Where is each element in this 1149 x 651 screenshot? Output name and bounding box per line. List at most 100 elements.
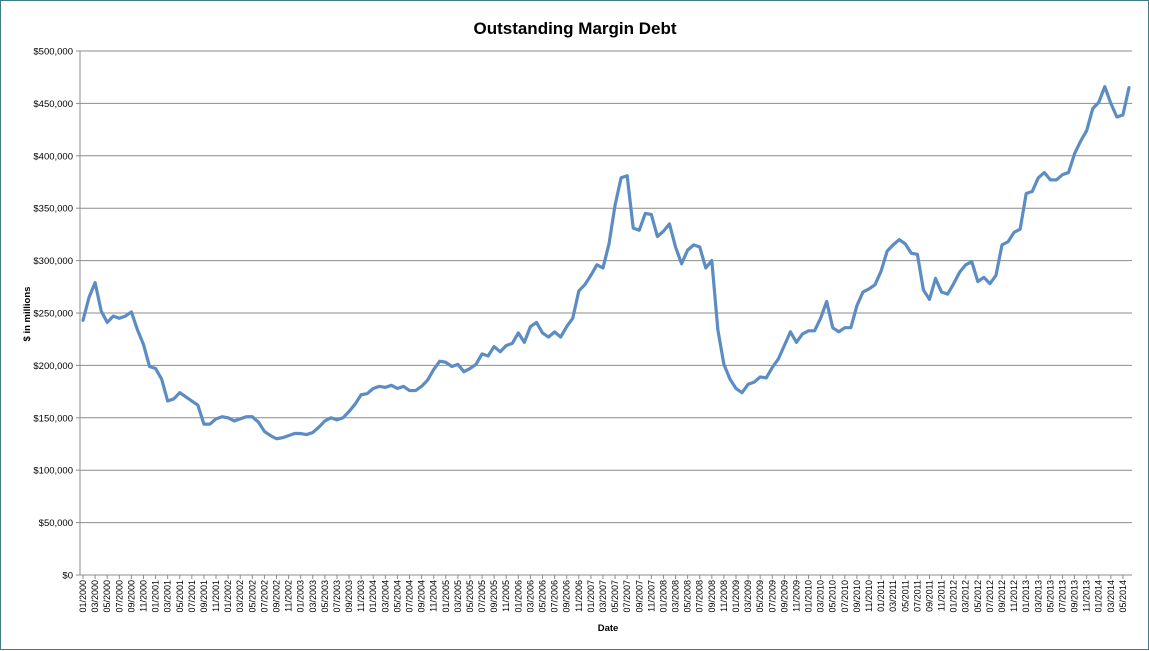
x-tick-label: 01/2012 [949, 580, 959, 613]
x-tick-label: 01/2009 [731, 580, 741, 613]
x-tick-label: 05/2006 [538, 580, 548, 613]
x-tick-label: 01/2004 [368, 580, 378, 613]
x-tick-label: 11/2002 [284, 580, 294, 612]
x-tick-label: 01/2002 [223, 580, 233, 613]
x-tick-label: 09/2004 [417, 580, 427, 613]
x-tick-label: 05/2008 [683, 580, 693, 613]
x-tick-label: 09/2011 [924, 580, 934, 612]
y-tick-label: $300,000 [33, 256, 73, 267]
x-tick-label: 07/2001 [187, 580, 197, 613]
x-tick-label: 11/2001 [211, 580, 221, 612]
x-tick-label: 11/2004 [429, 580, 439, 612]
x-tick-label: 07/2003 [332, 580, 342, 613]
x-tick-label: 01/2010 [804, 580, 814, 613]
x-tick-label: 11/2013 [1082, 580, 1092, 612]
x-tick-label: 09/2013 [1070, 580, 1080, 613]
x-tick-label: 07/2012 [985, 580, 995, 613]
x-tick-label: 05/2014 [1118, 580, 1128, 613]
x-tick-label: 07/2009 [767, 580, 777, 613]
x-tick-label: 03/2002 [235, 580, 245, 613]
x-tick-label: 07/2010 [840, 580, 850, 613]
x-tick-label: 03/2010 [816, 580, 826, 613]
x-tick-label: 05/2005 [465, 580, 475, 613]
x-tick-label: 05/2012 [973, 580, 983, 613]
x-axis-ticks: 01/2000 03/2000 05/2000 07/2000 09/2000 11/20… [78, 575, 1128, 613]
x-tick-label: 11/2000 [138, 580, 148, 612]
x-tick-label: 07/2000 [114, 580, 124, 613]
x-tick-label: 03/2005 [453, 580, 463, 613]
x-tick-label: 07/2004 [405, 580, 415, 613]
x-tick-label: 07/2005 [477, 580, 487, 613]
x-tick-label: 07/2002 [259, 580, 269, 613]
x-tick-label: 09/2001 [199, 580, 209, 613]
x-tick-label: 05/2010 [828, 580, 838, 613]
y-tick-label: $200,000 [33, 361, 73, 372]
x-tick-label: 09/2003 [344, 580, 354, 613]
x-tick-label: 07/2011 [912, 580, 922, 612]
y-tick-label: $100,000 [33, 466, 73, 477]
y-tick-label: $350,000 [33, 204, 73, 215]
x-tick-label: 05/2007 [610, 580, 620, 613]
x-tick-label: 09/2009 [779, 580, 789, 613]
x-tick-label: 03/2006 [525, 580, 535, 613]
x-tick-label: 09/2012 [997, 580, 1007, 613]
x-tick-label: 07/2006 [550, 580, 560, 613]
x-tick-label: 01/2011 [876, 580, 886, 612]
y-tick-label: $250,000 [33, 309, 73, 320]
x-tick-label: 09/2006 [562, 580, 572, 613]
x-tick-label: 03/2008 [671, 580, 681, 613]
x-tick-label: 01/2006 [513, 580, 523, 613]
x-tick-label: 03/2013 [1033, 580, 1043, 613]
x-tick-label: 11/2011 [937, 580, 947, 611]
x-tick-label: 01/2001 [151, 580, 161, 613]
x-tick-label: 01/2000 [78, 580, 88, 613]
grid-layer [80, 50, 1132, 524]
x-tick-label: 05/2013 [1045, 580, 1055, 613]
x-tick-label: 09/2002 [271, 580, 281, 613]
y-tick-label: $0 [62, 571, 73, 582]
x-axis-label: Date [598, 623, 619, 634]
y-axis-ticks: $0 $50,000 $100,000 $150,000 $200,000 $250,00… [33, 47, 80, 582]
x-tick-label: 11/2012 [1009, 580, 1019, 612]
x-tick-label: 11/2005 [501, 580, 511, 612]
x-tick-label: 07/2007 [622, 580, 632, 613]
x-tick-label: 01/2014 [1094, 580, 1104, 613]
x-tick-label: 05/2000 [102, 580, 112, 613]
y-tick-label: $150,000 [33, 413, 73, 424]
x-tick-label: 07/2008 [695, 580, 705, 613]
x-tick-label: 03/2011 [888, 580, 898, 612]
x-tick-label: 05/2001 [175, 580, 185, 613]
x-tick-label: 05/2004 [392, 580, 402, 613]
x-tick-label: 09/2010 [852, 580, 862, 613]
x-tick-label: 11/2010 [864, 580, 874, 612]
y-tick-label: $400,000 [33, 151, 73, 162]
x-tick-label: 03/2009 [743, 580, 753, 613]
x-tick-label: 05/2009 [755, 580, 765, 613]
x-tick-label: 01/2003 [296, 580, 306, 613]
x-tick-label: 09/2007 [634, 580, 644, 613]
x-tick-label: 03/2001 [163, 580, 173, 613]
x-tick-label: 11/2008 [719, 580, 729, 612]
x-tick-label: 11/2003 [356, 580, 366, 612]
x-tick-label: 11/2006 [574, 580, 584, 612]
x-tick-label: 05/2003 [320, 580, 330, 613]
y-tick-label: $450,000 [33, 99, 73, 110]
x-tick-label: 01/2005 [441, 580, 451, 613]
y-tick-label: $500,000 [33, 47, 73, 58]
x-tick-label: 05/2011 [900, 580, 910, 612]
y-tick-label: $50,000 [39, 518, 73, 529]
x-tick-label: 09/2005 [489, 580, 499, 613]
x-tick-label: 03/2000 [90, 580, 100, 613]
x-tick-label: 01/2013 [1021, 580, 1031, 613]
x-tick-label: 03/2007 [598, 580, 608, 613]
y-axis-label: $ in millions [22, 287, 33, 342]
x-tick-label: 03/2014 [1106, 580, 1116, 613]
x-tick-label: 09/2000 [126, 580, 136, 613]
x-tick-label: 01/2008 [658, 580, 668, 613]
x-tick-label: 09/2008 [707, 580, 717, 613]
series-line [81, 85, 1131, 441]
x-tick-label: 07/2013 [1057, 580, 1067, 613]
x-tick-label: 03/2012 [961, 580, 971, 613]
